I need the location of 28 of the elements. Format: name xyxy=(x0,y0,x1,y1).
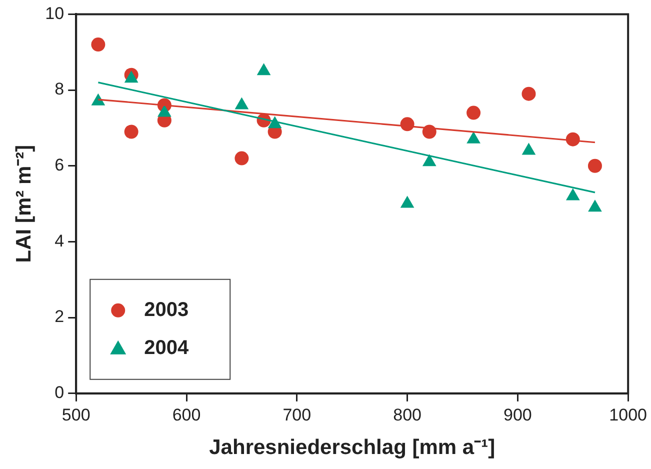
point xyxy=(91,38,106,52)
point xyxy=(466,131,480,144)
x-tick-label: 1000 xyxy=(609,405,648,424)
point xyxy=(234,151,249,166)
x-tick-label: 700 xyxy=(282,405,312,424)
point xyxy=(422,154,436,166)
y-tick-label: 2 xyxy=(54,307,64,326)
y-tick-label: 10 xyxy=(45,4,64,23)
legend-label: 2003 xyxy=(144,298,189,321)
point xyxy=(588,158,602,173)
x-tick-label: 900 xyxy=(504,405,532,424)
x-tick-label: 500 xyxy=(62,405,90,424)
x-tick-label: 600 xyxy=(172,405,201,424)
point xyxy=(566,188,580,200)
y-tick-label: 8 xyxy=(54,80,64,99)
point xyxy=(124,124,138,139)
legend-label: 2004 xyxy=(144,336,190,359)
y-tick-label: 4 xyxy=(54,231,64,250)
point xyxy=(522,142,536,155)
x-axis-title: Jahresniederschlag [mm a⁻¹] xyxy=(209,436,496,460)
point xyxy=(588,200,602,212)
y-tick-label: 0 xyxy=(54,383,64,402)
y-axis-title: LAI [m² m⁻²] xyxy=(12,144,36,263)
x-tick-label: 800 xyxy=(393,405,422,424)
point xyxy=(400,196,414,208)
y-tick-label: 6 xyxy=(54,156,64,175)
point xyxy=(522,86,536,101)
point xyxy=(466,106,481,120)
